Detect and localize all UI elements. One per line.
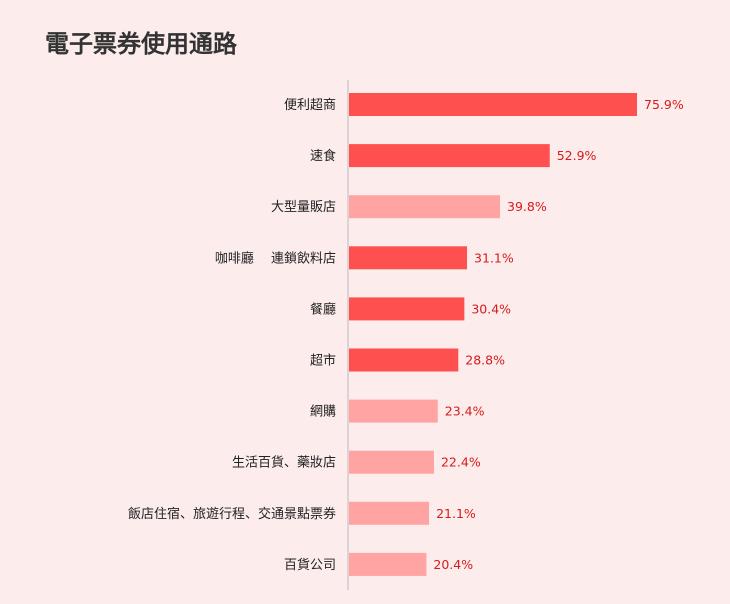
bar bbox=[349, 399, 438, 423]
category-label: 餐廳 bbox=[310, 301, 336, 317]
value-label: 21.1% bbox=[436, 506, 476, 521]
value-label: 75.9% bbox=[644, 97, 684, 112]
bar bbox=[349, 144, 550, 168]
value-label: 20.4% bbox=[433, 557, 473, 572]
value-label: 23.4% bbox=[445, 404, 485, 419]
bar bbox=[349, 246, 468, 270]
bars-group: 便利超商 75.9% 速食 52.9% 大型量販店 39.8% 咖啡廳 連鎖飲料店 31.1%… bbox=[128, 93, 684, 576]
category-label: 百貨公司 bbox=[284, 557, 336, 573]
value-label: 31.1% bbox=[474, 250, 514, 265]
category-label: 速食 bbox=[310, 148, 336, 164]
category-label: 生活百貨、藥妝店 bbox=[232, 455, 336, 471]
category-label: 網購 bbox=[310, 405, 336, 420]
category-label: 便利超商 bbox=[284, 98, 336, 113]
category-label: 超市 bbox=[310, 353, 336, 369]
bar bbox=[349, 297, 465, 321]
bar bbox=[349, 450, 434, 474]
bar bbox=[349, 348, 459, 372]
category-label: 咖啡廳 連鎖飲料店 bbox=[215, 250, 336, 266]
value-label: 28.8% bbox=[465, 353, 505, 368]
bar bbox=[349, 93, 637, 116]
value-label: 22.4% bbox=[441, 455, 481, 470]
bar bbox=[349, 552, 427, 576]
bar bbox=[349, 195, 501, 219]
category-label: 大型量販店 bbox=[271, 200, 336, 215]
chart-title: 電子票券使用通路 bbox=[45, 30, 237, 58]
value-label: 52.9% bbox=[557, 148, 597, 163]
value-label: 30.4% bbox=[471, 301, 511, 316]
bar bbox=[349, 501, 430, 525]
value-label: 39.8% bbox=[507, 199, 547, 214]
category-label: 飯店住宿、旅遊行程、交通景點票券 bbox=[128, 506, 336, 522]
